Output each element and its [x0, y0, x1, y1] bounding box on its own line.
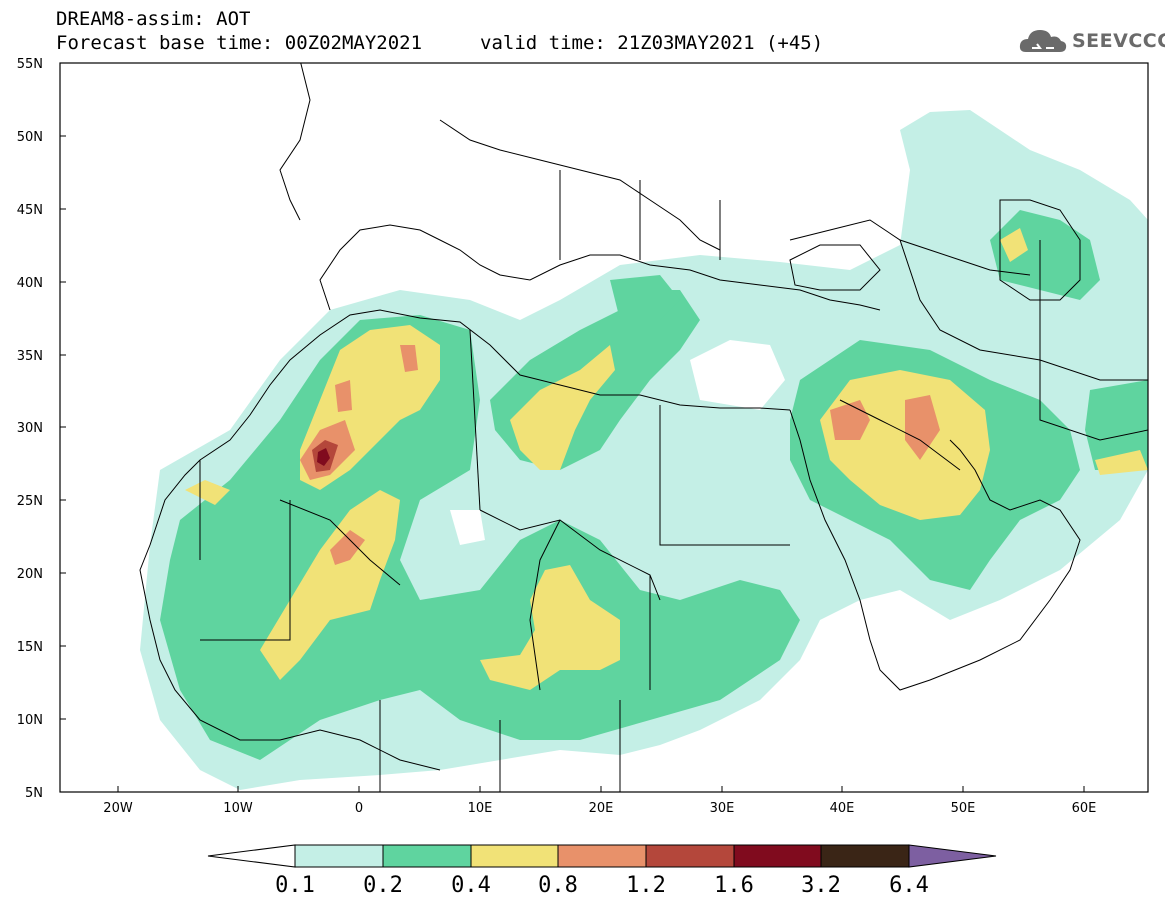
colorbar-bin-5	[733, 844, 822, 868]
colorbar-bin-1	[382, 844, 472, 868]
lon-label-40e: 40E	[830, 801, 855, 816]
lon-label-10w: 10W	[223, 801, 253, 816]
lat-label-30n: 30N	[17, 421, 43, 436]
colorbar-label: 1.6	[714, 873, 754, 898]
colorbar-bin-3	[557, 844, 647, 868]
lat-label-5n: 5N	[25, 786, 43, 801]
lon-label-10e: 10E	[468, 801, 493, 816]
colorbar-label: 0.1	[275, 873, 315, 898]
colorbar-label: 0.4	[451, 873, 491, 898]
lon-label-50e: 50E	[951, 801, 976, 816]
lat-label-20n: 20N	[17, 567, 43, 582]
lat-label-55n: 55N	[17, 57, 43, 72]
colorbar-bin-4	[645, 844, 735, 868]
colorbar-label: 0.2	[363, 873, 403, 898]
lat-label-10n: 10N	[17, 713, 43, 728]
lat-label-50n: 50N	[17, 130, 43, 145]
colorbar-over-arrow	[908, 844, 997, 868]
longitude-axis	[117, 786, 1085, 792]
colorbar-bin-2	[470, 844, 559, 868]
latitude-axis	[60, 62, 66, 793]
colorbar-label: 0.8	[538, 873, 578, 898]
logo-text: SEEVCCC	[1072, 30, 1165, 52]
coastlines	[139, 63, 1148, 792]
lat-label-45n: 45N	[17, 203, 43, 218]
lat-label-15n: 15N	[17, 640, 43, 655]
colorbar	[207, 844, 997, 868]
aot-field	[140, 110, 1148, 790]
lon-label-20w: 20W	[103, 801, 133, 816]
colorbar-bin-6	[820, 844, 910, 868]
map-title: DREAM8-assim: AOT	[56, 8, 251, 30]
colorbar-bin-0	[294, 844, 384, 868]
valid-time: valid time: 21Z03MAY2021 (+45)	[480, 32, 824, 54]
lon-label-30e: 30E	[710, 801, 735, 816]
lat-label-40n: 40N	[17, 276, 43, 291]
lon-label-60e: 60E	[1072, 801, 1097, 816]
forecast-base-time: Forecast base time: 00Z02MAY2021	[56, 32, 423, 54]
colorbar-label: 6.4	[889, 873, 929, 898]
seevccc-logo: SEEVCCC	[1018, 24, 1165, 58]
lon-label-20e: 20E	[589, 801, 614, 816]
colorbar-under-arrow	[207, 844, 296, 868]
colorbar-label: 1.2	[626, 873, 666, 898]
colorbar-label: 3.2	[801, 873, 841, 898]
cloud-logo-icon	[1019, 30, 1067, 52]
lon-label-0: 0	[355, 801, 363, 816]
lat-label-25n: 25N	[17, 494, 43, 509]
lat-label-35n: 35N	[17, 349, 43, 364]
